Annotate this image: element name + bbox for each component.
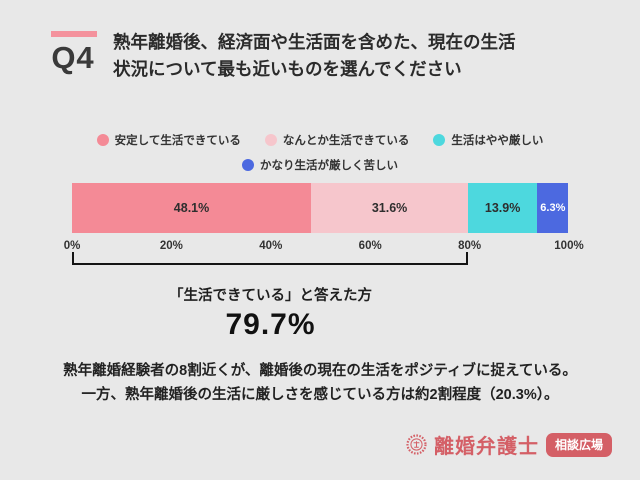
x-axis-tick: 40%: [259, 240, 283, 252]
legend-label: 安定して生活できている: [114, 135, 241, 147]
question-title: 熟年離婚後、経済面や生活面を含めた、現在の生活 状況について最も近いものを選んでく…: [113, 29, 618, 83]
highlight-block: 「生活できている」と答えた方 79.7%: [72, 284, 469, 342]
question-accent-bar: [51, 31, 97, 37]
legend-dot-icon: [433, 134, 446, 146]
legend-dot-icon: [96, 134, 109, 146]
summary-line2: 一方、熟年離婚後の生活に厳しさを感じている方は約2割程度（20.3%）。: [81, 387, 559, 403]
brand-badge: 相談広場: [545, 432, 612, 457]
bar-segment: 6.3%: [537, 183, 569, 233]
brand-logo: 離婚弁護士 相談広場: [406, 430, 612, 459]
legend-row-2: かなり生活が厳しく苦しい: [0, 157, 640, 173]
question-title-line1: 熟年離婚後、経済面や生活面を含めた、現在の生活: [113, 32, 516, 52]
legend-row-1: 安定して生活できている なんとか生活できている 生活はやや厳しい: [0, 132, 640, 148]
legend-dot-icon: [264, 134, 277, 146]
bar-segment: 13.9%: [468, 183, 538, 233]
legend-item: かなり生活が厳しく苦しい: [242, 157, 398, 173]
highlight-caption: 「生活できている」と答えた方: [169, 288, 372, 304]
stacked-bar: 48.1% 31.6% 13.9% 6.3%: [72, 183, 569, 233]
x-axis-tick: 20%: [159, 240, 183, 252]
bar-segment: 48.1%: [72, 183, 312, 233]
legend-item: 安定して生活できている: [96, 132, 241, 148]
bracket-zone: [72, 252, 569, 265]
brand-name: 離婚弁護士: [433, 436, 539, 458]
highlight-value: 79.7%: [225, 308, 316, 341]
x-axis: 0% 20% 40% 60% 80% 100%: [64, 240, 584, 254]
legend-label: なんとか生活できている: [282, 135, 410, 147]
bar-segment: 31.6%: [311, 183, 469, 233]
legend-label: 生活はやや厳しい: [451, 135, 544, 147]
summary-line1: 熟年離婚経験者の8割近くが、離婚後の現在の生活をポジティブに捉えている。: [63, 363, 577, 379]
stamp-seal-icon: [406, 434, 427, 455]
x-axis-tick: 60%: [358, 240, 382, 252]
legend-item: なんとか生活できている: [264, 132, 410, 148]
x-axis-tick: 100%: [554, 240, 584, 252]
highlight-bracket: [72, 252, 469, 265]
x-axis-tick: 80%: [458, 240, 482, 252]
x-axis-tick: 0%: [63, 240, 81, 252]
legend-label: かなり生活が厳しく苦しい: [260, 160, 398, 172]
legend-item: 生活はやや厳しい: [433, 132, 543, 148]
question-number: Q4: [51, 40, 95, 75]
question-title-line2: 状況について最も近いものを選んでください: [113, 59, 462, 79]
legend-dot-icon: [242, 159, 254, 171]
summary-text: 熟年離婚経験者の8割近くが、離婚後の現在の生活をポジティブに捉えている。 一方、…: [0, 359, 640, 407]
